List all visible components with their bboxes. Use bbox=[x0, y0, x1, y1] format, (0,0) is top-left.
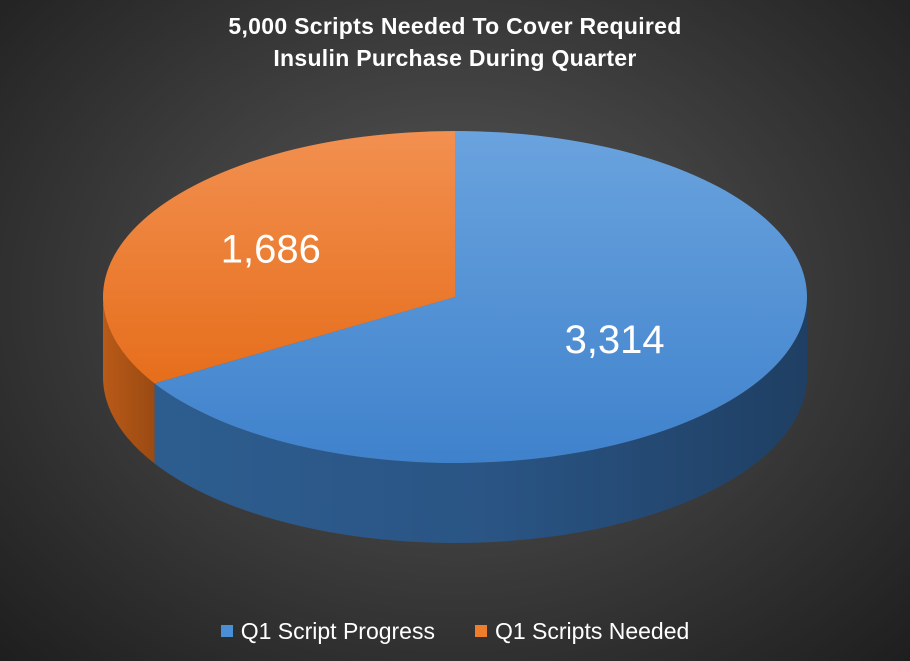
data-label-q1-script-progress: 3,314 bbox=[565, 318, 665, 362]
data-label-q1-scripts-needed: 1,686 bbox=[221, 227, 321, 271]
chart-title: 5,000 Scripts Needed To Cover Required I… bbox=[0, 10, 910, 74]
legend-item-q1-scripts-needed: Q1 Scripts Needed bbox=[474, 614, 690, 648]
legend: Q1 Script Progress Q1 Scripts Needed bbox=[0, 614, 910, 648]
chart-title-line-1: 5,000 Scripts Needed To Cover Required bbox=[228, 13, 682, 39]
legend-label-q1-scripts-needed: Q1 Scripts Needed bbox=[494, 618, 690, 644]
pie-side-q1-scripts-needed bbox=[103, 297, 155, 464]
legend-item-q1-script-progress: Q1 Script Progress bbox=[220, 614, 435, 648]
legend-label-q1-script-progress: Q1 Script Progress bbox=[240, 618, 435, 644]
legend-swatch-q1-scripts-needed bbox=[474, 625, 487, 637]
legend-swatch-q1-script-progress bbox=[220, 625, 233, 637]
pie-slice-q1-scripts-needed bbox=[103, 131, 455, 384]
pie-side-q1-script-progress bbox=[154, 297, 807, 543]
pie-slice-q1-script-progress bbox=[154, 131, 807, 463]
chart-title-line-2: Insulin Purchase During Quarter bbox=[273, 45, 637, 71]
